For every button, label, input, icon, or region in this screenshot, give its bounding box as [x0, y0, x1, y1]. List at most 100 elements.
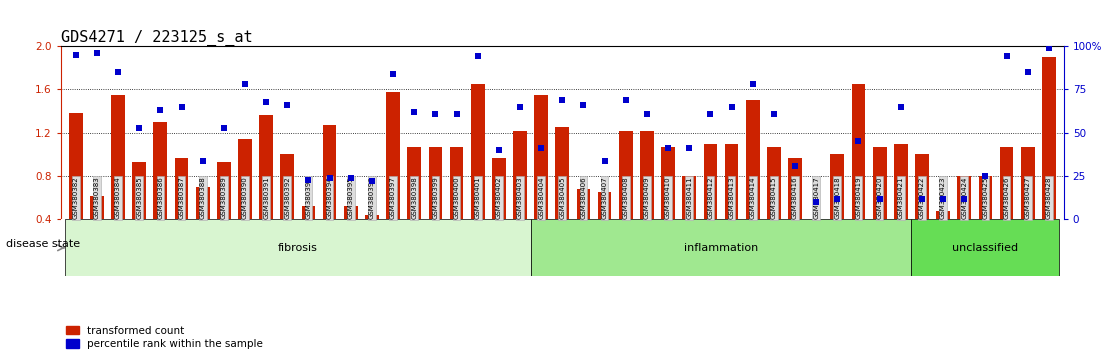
- Point: [913, 196, 931, 201]
- Bar: [365, 215, 379, 219]
- Bar: [661, 147, 675, 219]
- Point: [110, 69, 127, 75]
- Text: disease state: disease state: [6, 239, 80, 249]
- Bar: [912, 219, 1059, 276]
- Point: [427, 111, 444, 116]
- Bar: [978, 176, 993, 219]
- Bar: [322, 125, 337, 219]
- Point: [278, 102, 296, 108]
- Bar: [531, 219, 912, 276]
- Point: [892, 104, 910, 110]
- Bar: [831, 154, 844, 219]
- Point: [257, 99, 275, 104]
- Bar: [280, 154, 294, 219]
- Point: [808, 199, 825, 205]
- Point: [638, 111, 656, 116]
- Point: [469, 53, 486, 59]
- Point: [532, 145, 550, 151]
- Point: [1040, 45, 1058, 51]
- Point: [680, 145, 698, 151]
- Point: [490, 147, 507, 153]
- Point: [955, 196, 973, 201]
- Bar: [408, 147, 421, 219]
- Point: [173, 104, 191, 110]
- Bar: [852, 84, 865, 219]
- Bar: [111, 95, 125, 219]
- Bar: [999, 147, 1014, 219]
- Text: GDS4271 / 223125_s_at: GDS4271 / 223125_s_at: [61, 30, 253, 46]
- Bar: [429, 147, 442, 219]
- Point: [131, 125, 148, 130]
- Point: [215, 125, 233, 130]
- Bar: [1042, 57, 1056, 219]
- Point: [765, 111, 782, 116]
- Bar: [90, 196, 104, 219]
- Point: [406, 109, 423, 115]
- Point: [384, 71, 402, 76]
- Bar: [788, 158, 802, 219]
- Bar: [471, 84, 484, 219]
- Point: [722, 104, 740, 110]
- Bar: [132, 162, 146, 219]
- Bar: [534, 95, 548, 219]
- Bar: [576, 189, 591, 219]
- Point: [66, 52, 84, 57]
- Bar: [513, 131, 527, 219]
- Bar: [238, 139, 252, 219]
- Point: [363, 178, 381, 184]
- Bar: [175, 158, 188, 219]
- Point: [934, 196, 952, 201]
- Bar: [343, 206, 358, 219]
- Bar: [154, 122, 167, 219]
- Bar: [704, 144, 717, 219]
- Point: [850, 138, 868, 144]
- Point: [659, 145, 677, 151]
- Bar: [217, 162, 230, 219]
- Bar: [387, 92, 400, 219]
- Bar: [683, 176, 696, 219]
- Text: unclassified: unclassified: [953, 243, 1018, 253]
- Bar: [894, 144, 907, 219]
- Point: [787, 163, 804, 169]
- Bar: [259, 115, 273, 219]
- Bar: [69, 113, 83, 219]
- Text: inflammation: inflammation: [684, 243, 758, 253]
- Point: [871, 196, 889, 201]
- Point: [88, 50, 105, 56]
- Point: [829, 196, 847, 201]
- Bar: [873, 147, 886, 219]
- Point: [743, 81, 761, 87]
- Bar: [555, 127, 570, 219]
- Point: [152, 107, 170, 113]
- Point: [997, 53, 1015, 59]
- Point: [596, 158, 614, 163]
- Bar: [450, 147, 463, 219]
- Bar: [746, 100, 760, 219]
- Bar: [65, 219, 531, 276]
- Point: [553, 97, 572, 103]
- Bar: [196, 187, 209, 219]
- Bar: [915, 154, 929, 219]
- Point: [448, 111, 465, 116]
- Bar: [492, 158, 505, 219]
- Bar: [957, 176, 971, 219]
- Point: [617, 97, 635, 103]
- Bar: [640, 131, 654, 219]
- Point: [1019, 69, 1037, 75]
- Legend: transformed count, percentile rank within the sample: transformed count, percentile rank withi…: [66, 326, 263, 349]
- Point: [299, 177, 317, 182]
- Text: fibrosis: fibrosis: [278, 243, 318, 253]
- Point: [320, 175, 338, 181]
- Bar: [1020, 147, 1035, 219]
- Bar: [301, 206, 316, 219]
- Point: [236, 81, 254, 87]
- Point: [194, 158, 212, 163]
- Point: [701, 111, 719, 116]
- Bar: [619, 131, 633, 219]
- Point: [342, 175, 360, 181]
- Bar: [597, 192, 612, 219]
- Point: [511, 104, 529, 110]
- Point: [976, 173, 994, 179]
- Point: [575, 102, 593, 108]
- Bar: [936, 211, 950, 219]
